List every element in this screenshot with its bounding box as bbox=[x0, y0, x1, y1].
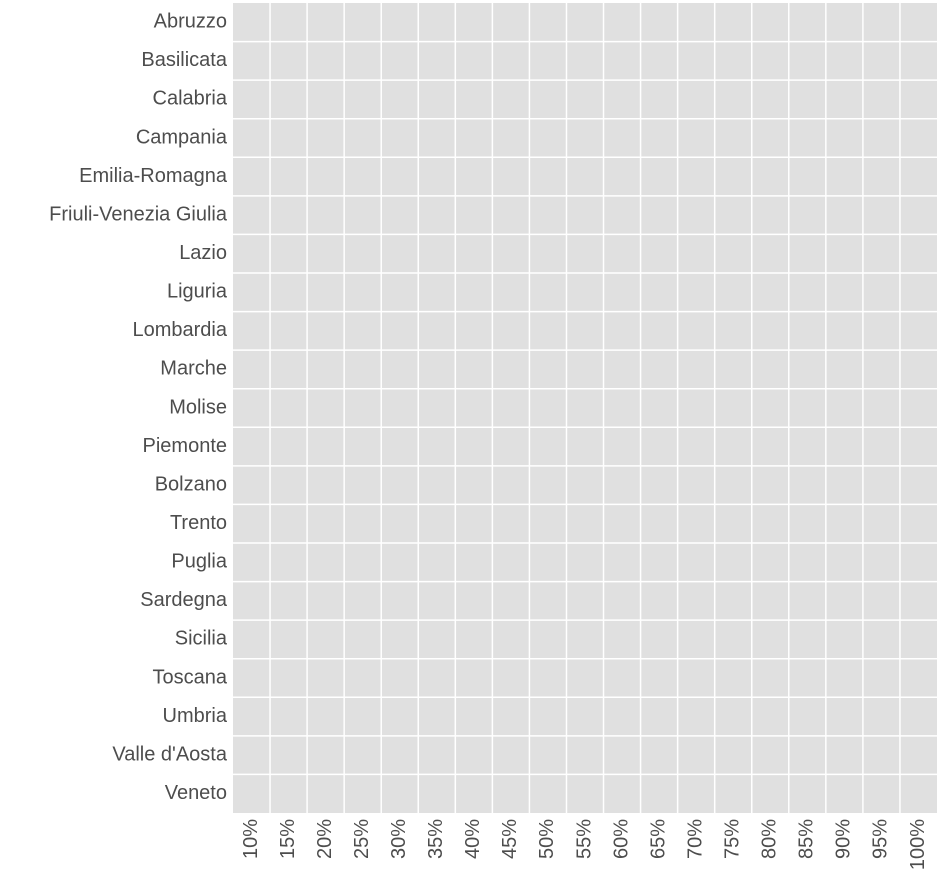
x-tick-label: 80% bbox=[759, 819, 781, 859]
y-tick-label: Valle d'Aosta bbox=[112, 743, 228, 765]
x-tick-label: 35% bbox=[425, 819, 447, 859]
panel bbox=[233, 3, 937, 813]
x-tick-label: 50% bbox=[536, 819, 558, 859]
x-tick-label: 75% bbox=[721, 819, 743, 859]
y-tick-label: Lazio bbox=[179, 242, 227, 264]
y-tick-label: Puglia bbox=[171, 551, 227, 573]
y-tick-label: Veneto bbox=[165, 782, 227, 804]
y-tick-label: Campania bbox=[136, 126, 228, 148]
x-tick-label: 30% bbox=[388, 819, 410, 859]
x-tick-label: 40% bbox=[462, 819, 484, 859]
y-tick-label: Bolzano bbox=[155, 473, 227, 495]
x-tick-label: 95% bbox=[870, 819, 892, 859]
y-tick-label: Umbria bbox=[163, 705, 228, 727]
x-tick-label: 15% bbox=[277, 819, 299, 859]
y-tick-label: Abruzzo bbox=[154, 11, 227, 33]
y-tick-label: Sardegna bbox=[140, 589, 228, 611]
x-tick-label: 70% bbox=[684, 819, 706, 859]
x-tick-label: 10% bbox=[240, 819, 262, 859]
x-tick-label: 90% bbox=[833, 819, 855, 859]
x-tick-label: 65% bbox=[647, 819, 669, 859]
y-tick-label: Toscana bbox=[153, 666, 228, 688]
x-tick-label: 55% bbox=[573, 819, 595, 859]
y-tick-label: Sicilia bbox=[175, 628, 228, 650]
y-tick-label: Basilicata bbox=[141, 49, 227, 71]
x-tick-label: 20% bbox=[314, 819, 336, 859]
y-tick-label: Molise bbox=[169, 396, 227, 418]
x-tick-label: 45% bbox=[499, 819, 521, 859]
y-tick-label: Calabria bbox=[153, 88, 228, 110]
y-tick-label: Lombardia bbox=[132, 319, 227, 341]
x-tick-label: 60% bbox=[610, 819, 632, 859]
x-tick-label: 85% bbox=[796, 819, 818, 859]
x-tick-label: 100% bbox=[907, 819, 929, 870]
y-tick-label: Marche bbox=[160, 358, 227, 380]
y-tick-label: Piemonte bbox=[143, 435, 228, 457]
x-tick-label: 25% bbox=[351, 819, 373, 859]
y-tick-label: Liguria bbox=[167, 281, 228, 303]
y-tick-label: Emilia-Romagna bbox=[79, 165, 228, 187]
y-tick-label: Friuli-Venezia Giulia bbox=[49, 203, 228, 225]
y-tick-label: Trento bbox=[170, 512, 227, 534]
